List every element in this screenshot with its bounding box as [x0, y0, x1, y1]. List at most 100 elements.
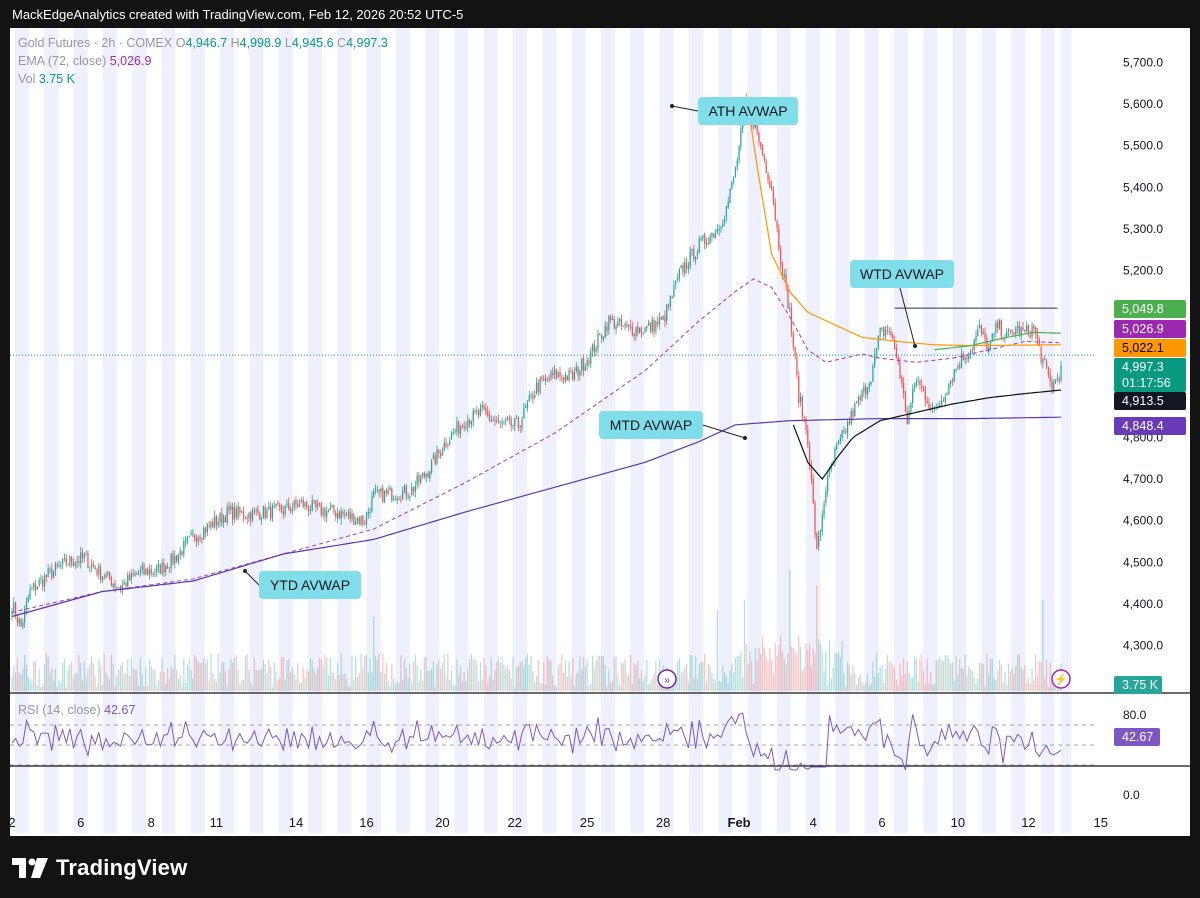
volume-bar: [360, 654, 362, 691]
candle-down: [865, 386, 867, 395]
candle-up: [284, 506, 286, 515]
volume-bar: [814, 653, 816, 691]
volume-bar: [36, 685, 38, 691]
candle-down: [886, 329, 888, 331]
volume-bar: [579, 656, 581, 691]
candle-up: [702, 235, 704, 239]
candle-up: [521, 419, 523, 429]
volume-bar: [836, 653, 838, 691]
candle-down: [235, 507, 237, 518]
candle-up: [993, 333, 995, 335]
volume-bar: [525, 656, 527, 691]
candle-up: [839, 437, 841, 441]
candle-down: [1044, 358, 1046, 361]
candle-up: [409, 495, 411, 498]
candle-up: [861, 391, 863, 401]
volume-bar: [915, 658, 917, 691]
candle-up: [941, 400, 943, 406]
volume-bar: [749, 651, 751, 691]
volume-bar: [975, 683, 977, 691]
candle-up: [910, 403, 912, 412]
volume-bar: [34, 660, 37, 691]
volume-bar: [1036, 675, 1039, 691]
volume-bar: [156, 686, 158, 691]
volume-legend[interactable]: Vol 3.75 K: [18, 72, 75, 86]
chart-area[interactable]: ATH AVWAP WTD AVWAP MTD AVWAP YTD AVWAP 5,7…: [10, 28, 1190, 836]
session-band: [425, 28, 440, 833]
candle-up: [662, 316, 664, 320]
rsi-legend[interactable]: RSI (14, close) 42.67: [18, 703, 135, 717]
volume-bar: [631, 683, 633, 691]
volume-bar: [123, 673, 125, 691]
volume-bar: [537, 660, 539, 691]
candle-down: [620, 319, 623, 326]
volume-bar: [414, 654, 416, 691]
candle-up: [421, 472, 424, 477]
candle-down: [45, 575, 47, 577]
volume-bar: [83, 661, 85, 691]
volume-bar: [344, 673, 346, 691]
tradingview-logo[interactable]: TradingView: [12, 853, 187, 883]
mtd-avwap-line: [792, 389, 1062, 480]
volume-bar: [438, 659, 440, 691]
volume-bar: [799, 646, 802, 691]
candle-down: [682, 264, 684, 273]
candle-up: [356, 518, 359, 522]
volume-bar: [910, 677, 912, 691]
rollover-marker-glyph: »: [664, 675, 670, 686]
volume-bar: [568, 661, 570, 691]
volume-bar: [204, 663, 207, 691]
tradingview-wordmark: TradingView: [56, 855, 188, 880]
candle-down: [302, 499, 304, 508]
candle-down: [631, 327, 633, 335]
volume-bar: [606, 686, 608, 691]
volume-bar: [888, 662, 890, 691]
volume-bar: [570, 676, 572, 691]
candle-down: [338, 512, 340, 518]
volume-bar: [396, 681, 398, 691]
candle-up: [718, 228, 720, 231]
volume-bar: [499, 662, 501, 691]
volume-bar: [11, 676, 13, 691]
candle-down: [640, 328, 643, 333]
session-band: [747, 28, 762, 833]
candle-up: [584, 366, 586, 371]
candle-down: [109, 572, 111, 580]
candle-up: [241, 511, 243, 513]
volume-bar: [613, 657, 615, 691]
candle-up: [248, 513, 250, 518]
candle-up: [711, 233, 713, 237]
candle-up: [454, 431, 456, 433]
volume-bar: [137, 686, 140, 691]
candle-up: [950, 380, 952, 385]
price-chart-svg[interactable]: ATH AVWAP WTD AVWAP MTD AVWAP YTD AVWAP 5,7…: [10, 28, 1190, 836]
volume-bar: [714, 681, 717, 691]
candle-up: [430, 460, 433, 473]
volume-bar: [553, 684, 556, 691]
candle-up: [714, 233, 717, 238]
candle-down: [110, 579, 113, 587]
candle-up: [355, 521, 357, 525]
volume-bar: [546, 656, 548, 691]
symbol-legend[interactable]: Gold Futures · 2h · COMEX O4,946.7 H4,99…: [18, 36, 388, 50]
session-band: [102, 28, 117, 833]
volume-bar: [845, 686, 847, 691]
candle-down: [114, 583, 116, 587]
ema-legend[interactable]: EMA (72, close) 5,026.9: [18, 54, 151, 68]
candle-up: [213, 516, 216, 529]
volume-bar: [1016, 654, 1019, 691]
volume-bar: [317, 667, 319, 691]
candle-up: [573, 371, 576, 379]
volume-bar: [760, 654, 762, 691]
volume-bar: [982, 664, 984, 691]
candle-up: [467, 420, 469, 428]
candle-down: [622, 325, 624, 327]
grid-lines: [10, 354, 1190, 767]
volume-bar: [18, 672, 20, 691]
volume-bar: [159, 671, 161, 691]
candle-down: [16, 617, 19, 623]
volume-bar: [742, 677, 744, 691]
x-tick-label: 6: [878, 815, 885, 830]
volume-bar: [514, 686, 516, 691]
candlesticks: [11, 101, 1062, 630]
